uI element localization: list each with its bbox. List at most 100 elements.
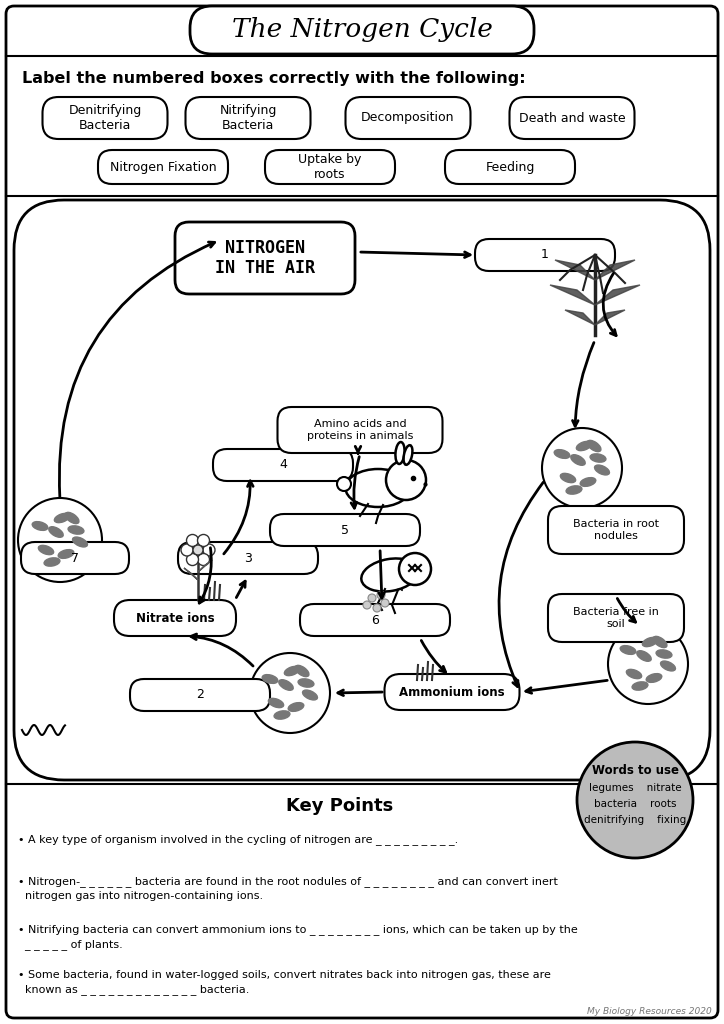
Ellipse shape xyxy=(653,636,667,647)
Polygon shape xyxy=(595,310,625,325)
Ellipse shape xyxy=(279,680,293,690)
Polygon shape xyxy=(595,260,635,280)
Text: legumes    nitrate: legumes nitrate xyxy=(589,783,681,793)
FancyBboxPatch shape xyxy=(277,407,442,453)
Ellipse shape xyxy=(65,512,79,523)
Ellipse shape xyxy=(54,513,70,522)
Circle shape xyxy=(181,544,193,556)
Text: NITROGEN
IN THE AIR: NITROGEN IN THE AIR xyxy=(215,239,315,278)
FancyBboxPatch shape xyxy=(185,97,311,139)
FancyBboxPatch shape xyxy=(475,239,615,271)
Polygon shape xyxy=(595,285,640,305)
FancyBboxPatch shape xyxy=(265,150,395,184)
FancyBboxPatch shape xyxy=(445,150,575,184)
Ellipse shape xyxy=(262,675,278,683)
Polygon shape xyxy=(198,560,212,572)
Ellipse shape xyxy=(295,666,309,677)
Text: Bacteria in root
nodules: Bacteria in root nodules xyxy=(573,519,659,541)
Ellipse shape xyxy=(361,558,418,592)
Circle shape xyxy=(187,554,198,565)
Ellipse shape xyxy=(32,521,48,530)
Ellipse shape xyxy=(571,455,585,465)
FancyBboxPatch shape xyxy=(6,6,718,1018)
Text: Nitrate ions: Nitrate ions xyxy=(135,611,214,625)
Circle shape xyxy=(381,599,389,607)
Ellipse shape xyxy=(632,682,648,690)
Circle shape xyxy=(399,553,431,585)
FancyBboxPatch shape xyxy=(178,542,318,574)
Ellipse shape xyxy=(590,454,606,462)
Text: 2: 2 xyxy=(196,688,204,701)
FancyBboxPatch shape xyxy=(270,514,420,546)
Text: 7: 7 xyxy=(71,552,79,564)
Ellipse shape xyxy=(38,546,54,555)
FancyBboxPatch shape xyxy=(21,542,129,574)
Ellipse shape xyxy=(620,645,636,654)
FancyBboxPatch shape xyxy=(190,6,534,54)
Circle shape xyxy=(203,544,215,556)
Ellipse shape xyxy=(345,469,411,507)
Text: denitrifying    fixing: denitrifying fixing xyxy=(584,815,686,825)
Ellipse shape xyxy=(298,679,314,687)
Circle shape xyxy=(363,601,371,609)
Circle shape xyxy=(577,742,693,858)
Text: Nitrifying
Bacteria: Nitrifying Bacteria xyxy=(219,104,277,132)
Polygon shape xyxy=(550,285,595,305)
Ellipse shape xyxy=(594,465,610,475)
Ellipse shape xyxy=(44,558,60,566)
Text: • A key type of organism involved in the cycling of nitrogen are _ _ _ _ _ _ _ _: • A key type of organism involved in the… xyxy=(18,834,458,845)
Ellipse shape xyxy=(288,702,304,712)
Text: Ammonium ions: Ammonium ions xyxy=(399,685,505,698)
Ellipse shape xyxy=(576,441,592,451)
Text: Words to use: Words to use xyxy=(592,764,678,776)
Circle shape xyxy=(198,554,209,565)
FancyBboxPatch shape xyxy=(213,449,353,481)
Circle shape xyxy=(608,624,688,705)
FancyBboxPatch shape xyxy=(114,600,236,636)
Text: • Nitrogen-_ _ _ _ _ _ bacteria are found in the root nodules of _ _ _ _ _ _ _ _: • Nitrogen-_ _ _ _ _ _ bacteria are foun… xyxy=(18,876,558,901)
Text: My Biology Resources 2020: My Biology Resources 2020 xyxy=(587,1007,712,1016)
Text: • Nitrifying bacteria can convert ammonium ions to _ _ _ _ _ _ _ _ ions, which c: • Nitrifying bacteria can convert ammoni… xyxy=(18,924,578,950)
FancyBboxPatch shape xyxy=(300,604,450,636)
Ellipse shape xyxy=(285,667,300,676)
Ellipse shape xyxy=(274,711,290,719)
Ellipse shape xyxy=(587,440,601,452)
FancyBboxPatch shape xyxy=(130,679,270,711)
Text: 5: 5 xyxy=(341,523,349,537)
Text: Decomposition: Decomposition xyxy=(361,112,455,125)
Text: Amino acids and
proteins in animals: Amino acids and proteins in animals xyxy=(307,419,413,440)
Ellipse shape xyxy=(560,473,576,482)
Polygon shape xyxy=(565,310,595,325)
Text: Key Points: Key Points xyxy=(287,797,394,815)
Circle shape xyxy=(193,545,203,555)
Ellipse shape xyxy=(656,650,672,658)
Polygon shape xyxy=(184,568,198,580)
Ellipse shape xyxy=(626,670,641,679)
Ellipse shape xyxy=(660,662,675,671)
Text: 6: 6 xyxy=(371,613,379,627)
Ellipse shape xyxy=(637,650,651,662)
Text: 3: 3 xyxy=(244,552,252,564)
Text: 1: 1 xyxy=(541,249,549,261)
Circle shape xyxy=(377,591,385,599)
Circle shape xyxy=(373,604,381,612)
FancyBboxPatch shape xyxy=(14,200,710,780)
FancyBboxPatch shape xyxy=(175,222,355,294)
Circle shape xyxy=(368,594,376,602)
Ellipse shape xyxy=(554,450,570,459)
Ellipse shape xyxy=(642,637,657,646)
Ellipse shape xyxy=(395,442,405,464)
Circle shape xyxy=(187,535,198,547)
Text: Label the numbered boxes correctly with the following:: Label the numbered boxes correctly with … xyxy=(22,71,526,85)
Text: Nitrogen Fixation: Nitrogen Fixation xyxy=(110,161,216,173)
Text: Denitrifying
Bacteria: Denitrifying Bacteria xyxy=(68,104,142,132)
Circle shape xyxy=(386,460,426,500)
Circle shape xyxy=(198,535,209,547)
Text: Bacteria free in
soil: Bacteria free in soil xyxy=(573,607,659,629)
Text: bacteria    roots: bacteria roots xyxy=(594,799,676,809)
FancyBboxPatch shape xyxy=(43,97,167,139)
FancyBboxPatch shape xyxy=(98,150,228,184)
Ellipse shape xyxy=(49,526,63,538)
Text: 4: 4 xyxy=(279,459,287,471)
Circle shape xyxy=(250,653,330,733)
